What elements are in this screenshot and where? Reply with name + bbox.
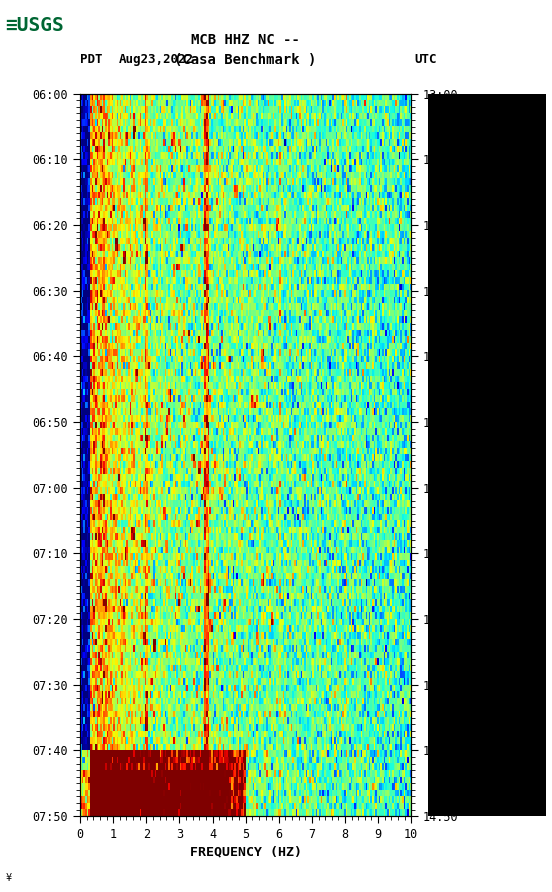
Text: PDT: PDT xyxy=(80,54,103,66)
Text: UTC: UTC xyxy=(414,54,437,66)
Text: ≡USGS: ≡USGS xyxy=(6,16,64,35)
X-axis label: FREQUENCY (HZ): FREQUENCY (HZ) xyxy=(190,845,301,858)
Text: MCB HHZ NC --: MCB HHZ NC -- xyxy=(191,33,300,47)
Text: Aug23,2022: Aug23,2022 xyxy=(119,54,194,66)
Text: (Casa Benchmark ): (Casa Benchmark ) xyxy=(174,53,317,67)
Text: ¥: ¥ xyxy=(6,873,12,883)
